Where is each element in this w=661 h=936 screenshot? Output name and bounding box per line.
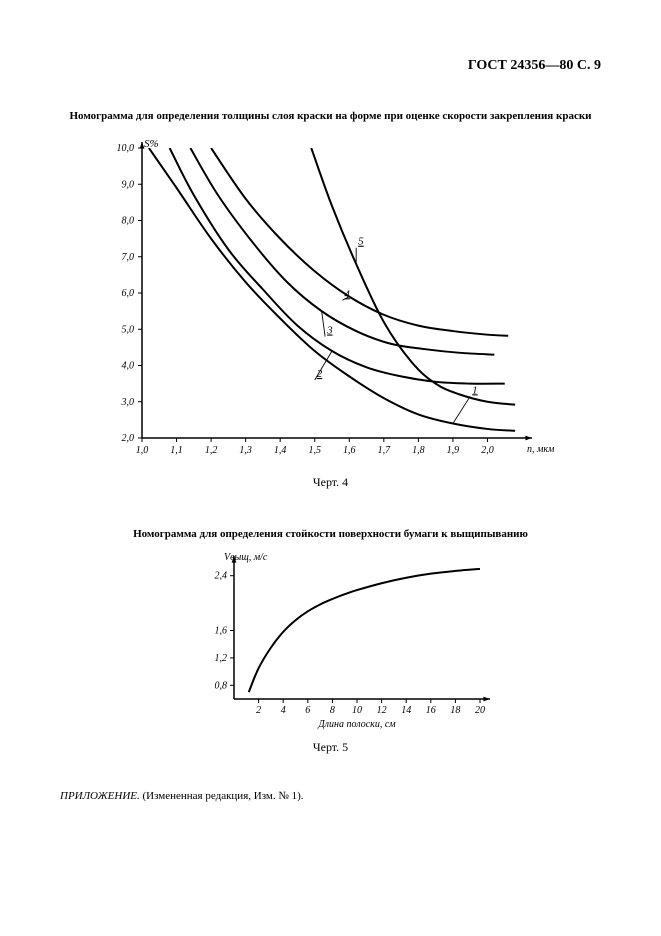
svg-text:18: 18 [450, 705, 460, 716]
svg-text:1,6: 1,6 [215, 626, 228, 637]
svg-text:5: 5 [358, 236, 364, 248]
svg-text:1,3: 1,3 [239, 445, 252, 456]
svg-text:3: 3 [326, 325, 333, 337]
svg-text:14: 14 [401, 705, 411, 716]
svg-text:6,0: 6,0 [122, 288, 135, 299]
svg-text:2,4: 2,4 [215, 571, 228, 582]
svg-text:1,8: 1,8 [412, 445, 425, 456]
chart4-title: Номограмма для определения толщины слоя … [60, 110, 601, 122]
svg-text:8,0: 8,0 [122, 216, 135, 227]
svg-text:4: 4 [344, 288, 350, 300]
svg-text:1,2: 1,2 [215, 653, 228, 664]
svg-text:Длина полоски, см: Длина полоски, см [317, 719, 396, 730]
svg-text:5,0: 5,0 [122, 324, 135, 335]
svg-text:12: 12 [377, 705, 387, 716]
svg-text:1,1: 1,1 [170, 445, 183, 456]
appendix-prefix: ПРИЛОЖЕНИЕ. [60, 790, 140, 802]
svg-text:1,7: 1,7 [378, 445, 392, 456]
svg-text:3,0: 3,0 [121, 397, 135, 408]
svg-text:2: 2 [317, 368, 323, 380]
svg-text:4,0: 4,0 [122, 361, 135, 372]
svg-text:8: 8 [330, 705, 335, 716]
svg-text:1,4: 1,4 [274, 445, 287, 456]
svg-text:10,0: 10,0 [117, 143, 135, 154]
svg-text:1,0: 1,0 [136, 445, 149, 456]
svg-text:2: 2 [256, 705, 261, 716]
svg-text:9,0: 9,0 [122, 179, 135, 190]
chart4-caption: Черт. 4 [0, 475, 661, 490]
svg-text:Vвыщ, м/с: Vвыщ, м/с [224, 552, 268, 563]
svg-text:2,0: 2,0 [481, 445, 494, 456]
svg-text:7,0: 7,0 [122, 252, 135, 263]
svg-text:S%: S% [144, 138, 159, 150]
svg-text:1,9: 1,9 [447, 445, 460, 456]
svg-text:2,0: 2,0 [122, 433, 135, 444]
page-header: ГОСТ 24356—80 С. 9 [468, 58, 601, 74]
svg-text:20: 20 [475, 705, 485, 716]
svg-text:6: 6 [305, 705, 310, 716]
chart5-caption: Черт. 5 [0, 740, 661, 755]
chart5: 0,8 1,2 1,6 2,4 2 4 6 8 10 12 14 16 18 20 Vвыщ, м/с Дли… [190, 548, 490, 733]
svg-text:0,8: 0,8 [215, 680, 228, 691]
chart4: 2,0 3,0 4,0 5,0 6,0 7,0 8,0 9,0 10,0 1,0 1,1 1,2 1,3… [100, 138, 540, 468]
svg-text:4: 4 [281, 705, 286, 716]
svg-text:10: 10 [352, 705, 362, 716]
svg-text:1,5: 1,5 [308, 445, 321, 456]
svg-text:16: 16 [426, 705, 436, 716]
appendix-text: (Измененная редакция, Изм. № 1). [140, 790, 304, 802]
svg-text:n, мкм: n, мкм [527, 444, 555, 455]
chart5-title: Номограмма для определения стойкости пов… [60, 528, 601, 540]
svg-text:1,2: 1,2 [205, 445, 218, 456]
appendix-note: ПРИЛОЖЕНИЕ. (Измененная редакция, Изм. №… [60, 790, 601, 802]
svg-text:1,6: 1,6 [343, 445, 356, 456]
svg-text:1: 1 [472, 384, 478, 396]
